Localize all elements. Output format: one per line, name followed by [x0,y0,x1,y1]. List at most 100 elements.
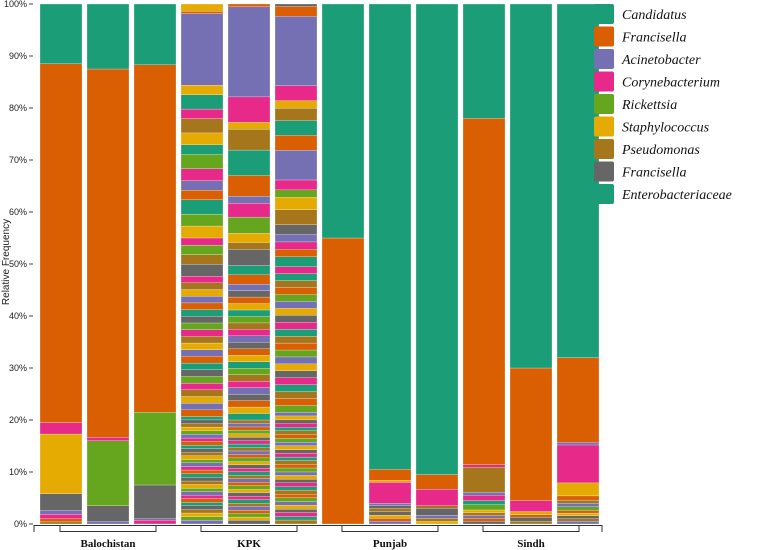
bar-segment [227,440,271,445]
bar-segment [274,516,318,521]
bar-segment [462,464,506,468]
bar-segment [274,445,318,450]
bar-segment [227,433,271,438]
bar-segment [180,168,224,181]
legend-item: Enterobacteriaceae [594,184,732,204]
bar-segment [368,482,412,504]
legend-swatch [594,26,614,47]
bar-segment [227,290,271,298]
bar-segment [133,64,177,413]
bar-segment [133,518,177,521]
bar-segment [180,452,224,456]
bar-segment [227,381,271,388]
bar-segment [180,520,224,525]
group-label: KPK [237,538,261,550]
bar-segment [133,3,177,65]
bar-segment [227,387,271,395]
bar-segment [180,466,224,471]
bar-segment [180,383,224,390]
bar-segment [180,329,224,337]
bar-segment [274,423,318,428]
bar-segment [415,515,459,519]
legend-item: Francisella [594,26,687,47]
bar-segment [180,11,224,14]
group-label: Balochistan [80,538,135,550]
bar-segment [556,444,600,484]
bar-segment [415,3,459,475]
legend-item: Acinetobacter [594,49,701,69]
bar-segment [180,309,224,317]
bar-segment [86,437,130,441]
bar-segment [509,500,553,512]
legend-item: Staphylococcus [594,116,710,137]
bar-segment [321,3,365,239]
bar-segment [227,309,271,317]
bar-segment [180,3,224,12]
bar-segment [180,495,224,499]
legend-swatch [594,94,614,114]
legend-label: Enterobacteriaceae [621,188,732,203]
bar-segment [462,521,506,525]
bar-segment [274,519,318,525]
bar-segment [227,468,271,472]
bar-segment [180,296,224,304]
bar-segment [274,273,318,281]
bar-segment [274,509,318,513]
bars [39,3,600,525]
bar-segment [227,265,271,275]
bar-segment [227,368,271,375]
bar-segment [274,135,318,151]
bar-segment [462,512,506,516]
bar-segment [274,197,318,210]
bar-segment [368,3,412,470]
bar-segment [274,308,318,316]
bar-segment [509,367,553,501]
bar-segment [274,412,318,417]
bar-segment [274,456,318,461]
bar-segment [274,490,318,495]
bar-segment [180,512,224,517]
bar-segment [227,492,271,497]
bar-segment [180,322,224,330]
bar-segment [274,241,318,250]
bar-segment [274,505,318,510]
bar-segment [180,488,224,492]
bar-segment [180,190,224,200]
bar-segment [274,256,318,267]
y-tick-label: 50% [9,259,27,269]
bar-segment [274,398,318,406]
bar-segment [227,335,271,343]
y-tick-label: 80% [9,103,27,113]
bar-segment [368,521,412,525]
bar-segment [274,6,318,17]
bar-segment [39,510,83,515]
bar-segment [274,427,318,431]
bar-segment [274,460,318,465]
y-tick-label: 100% [4,0,27,9]
bar-segment [180,437,224,442]
bar-segment [180,473,224,478]
bar-segment [462,492,506,496]
bar-segment [39,518,83,523]
bar-segment [556,442,600,446]
bar-segment [274,342,318,351]
group-bracket-balochistan: Balochistan [59,526,157,550]
bar-segment [274,430,318,435]
bar-segment [227,510,271,514]
bar-kpk-5 [274,3,318,525]
bar-segment [274,467,318,473]
bar-segment [556,515,600,519]
bar-segment [368,508,412,512]
bar-segment [368,511,412,516]
bar-balochistan-2 [133,3,177,525]
bar-sindh-10 [509,3,553,525]
bar-punjab-6 [321,3,365,525]
bar-segment [227,478,271,483]
bar-segment [227,3,271,7]
bar-segment [274,438,318,443]
legend-swatch [594,4,614,24]
bar-segment [274,370,318,378]
bar-punjab-7 [368,3,412,525]
y-tick-label: 30% [9,363,27,373]
y-axis-title: Relative Frequency [1,219,12,305]
